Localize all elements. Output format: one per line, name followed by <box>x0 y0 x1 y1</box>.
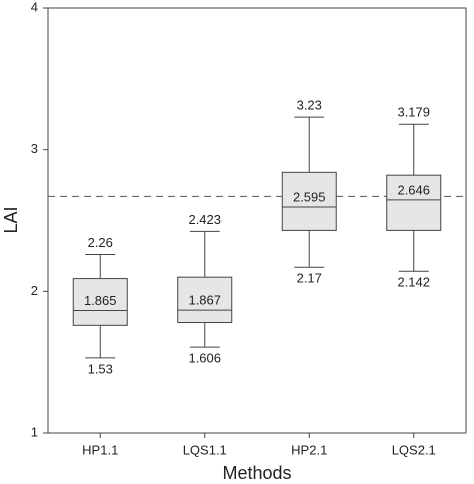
max-label: 3.179 <box>397 105 430 120</box>
x-tick-label: LQS2.1 <box>392 442 436 457</box>
x-axis-title: Methods <box>222 463 291 483</box>
min-label: 2.17 <box>297 271 322 286</box>
min-label: 1.606 <box>188 351 221 366</box>
box <box>72 278 128 326</box>
box <box>177 276 233 323</box>
box <box>386 174 442 231</box>
median-label: 1.867 <box>188 293 221 308</box>
median-label: 2.595 <box>293 189 326 204</box>
y-axis-title: LAI <box>1 206 21 233</box>
x-tick-label: HP2.1 <box>291 442 327 457</box>
min-label: 1.53 <box>88 361 113 376</box>
y-tick-label: 1 <box>31 424 38 439</box>
median-label: 1.865 <box>84 293 117 308</box>
box <box>281 171 337 231</box>
max-label: 2.26 <box>88 235 113 250</box>
y-tick-label: 3 <box>31 141 38 156</box>
x-tick-label: LQS1.1 <box>183 442 227 457</box>
max-label: 3.23 <box>297 98 322 113</box>
y-tick-label: 2 <box>31 283 38 298</box>
median-label: 2.646 <box>397 182 430 197</box>
min-label: 2.142 <box>397 275 430 290</box>
max-label: 2.423 <box>188 212 221 227</box>
x-tick-label: HP1.1 <box>82 442 118 457</box>
y-tick-label: 4 <box>31 0 38 14</box>
